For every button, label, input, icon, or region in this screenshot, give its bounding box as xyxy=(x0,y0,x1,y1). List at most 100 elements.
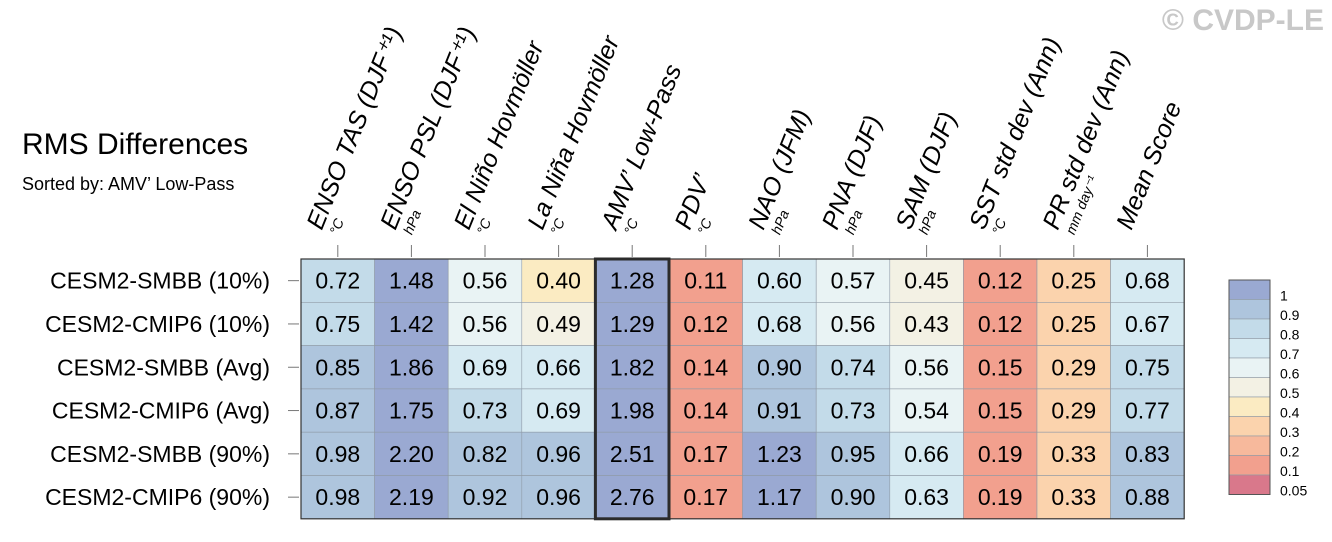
cell-value-label: 0.67 xyxy=(1125,311,1170,337)
cell-value-label: 0.12 xyxy=(978,311,1023,337)
cell-value-label: 0.45 xyxy=(904,268,949,294)
cell-value-label: 1.75 xyxy=(389,398,434,424)
cell-value-label: 0.60 xyxy=(757,268,802,294)
colorbar-segment xyxy=(1228,338,1271,359)
cell-value-label: 0.66 xyxy=(536,354,581,380)
cell-value-label: 0.19 xyxy=(978,441,1023,467)
heatmap-cell xyxy=(742,475,817,520)
cell-value-label: 0.29 xyxy=(1051,354,1096,380)
cell-value-label: 0.96 xyxy=(536,484,581,510)
cell-value-label: 1.17 xyxy=(757,484,802,510)
row-label: CESM2-CMIP6 (Avg) xyxy=(52,398,270,424)
cell-value-label: 1.86 xyxy=(389,354,434,380)
cell-value-label: 0.56 xyxy=(831,311,876,337)
cell-value-label: 0.66 xyxy=(904,441,949,467)
column-label: Mean Score xyxy=(1111,98,1187,233)
heatmap-cell xyxy=(300,431,375,476)
colorbar-segment xyxy=(1228,474,1271,495)
cell-value-label: 0.19 xyxy=(978,484,1023,510)
cell-value-label: 2.51 xyxy=(610,441,655,467)
heatmap-cell xyxy=(595,475,670,520)
heatmap-cell xyxy=(963,345,1038,390)
column-label-unit: °C xyxy=(694,215,715,236)
heatmap-cell xyxy=(1036,475,1111,520)
cell-value-label: 0.98 xyxy=(315,441,360,467)
cell-value-label: 0.17 xyxy=(683,441,728,467)
cell-value-label: 0.92 xyxy=(463,484,508,510)
cell-value-label: 0.40 xyxy=(536,268,581,294)
heatmap-cell xyxy=(1036,388,1111,433)
cell-value-label: 1.28 xyxy=(610,268,655,294)
cell-value-label: 0.88 xyxy=(1125,484,1170,510)
cell-value-label: 0.90 xyxy=(757,354,802,380)
cell-value-label: 0.57 xyxy=(831,268,876,294)
column-label-unit: °C xyxy=(473,215,494,236)
cell-value-label: 0.25 xyxy=(1051,311,1096,337)
column-label: SAM (DJF)hPa xyxy=(890,108,962,236)
colorbar-segment xyxy=(1228,299,1271,320)
cell-value-label: 2.19 xyxy=(389,484,434,510)
heatmap-cell xyxy=(595,388,670,433)
cell-value-label: 0.82 xyxy=(463,441,508,467)
heatmap-cell xyxy=(889,258,964,303)
cell-value-label: 0.12 xyxy=(978,268,1023,294)
heatmap-cell xyxy=(815,258,891,303)
chart-subtitle: Sorted by: AMV’ Low-Pass xyxy=(22,174,235,194)
heatmap-cell xyxy=(595,301,670,346)
heatmap-cell xyxy=(1036,258,1111,303)
heatmap-cell xyxy=(963,388,1038,433)
row-label: CESM2-SMBB (10%) xyxy=(50,268,270,294)
cell-value-label: 0.75 xyxy=(1125,354,1170,380)
cell-value-label: 0.91 xyxy=(757,398,802,424)
cell-value-label: 0.29 xyxy=(1051,398,1096,424)
cell-value-label: 0.73 xyxy=(831,398,876,424)
colorbar-tick-label: 0.3 xyxy=(1280,424,1300,440)
colorbar-border xyxy=(1228,279,1271,495)
cell-value-label: 0.12 xyxy=(683,311,728,337)
heatmap-cell xyxy=(889,388,964,433)
column-label: PDV’°C xyxy=(669,170,716,237)
heatmap-cell xyxy=(374,475,449,520)
colorbar-tick-label: 0.4 xyxy=(1280,405,1300,421)
colorbar-tick-label: 0.1 xyxy=(1280,463,1300,479)
heatmap-cell xyxy=(521,388,596,433)
heatmap-cell xyxy=(447,345,523,390)
heatmap-cell xyxy=(668,475,743,520)
row-label: CESM2-SMBB (90%) xyxy=(50,441,270,467)
cell-value-label: 0.68 xyxy=(757,311,802,337)
column-label-unit: °C xyxy=(547,215,568,236)
cell-value-label: 0.77 xyxy=(1125,398,1170,424)
heatmap-cell xyxy=(1110,345,1185,390)
heatmap-cell xyxy=(889,301,964,346)
heatmap-cell xyxy=(668,301,743,346)
cell-value-label: 0.98 xyxy=(315,484,360,510)
cell-value-label: 1.48 xyxy=(389,268,434,294)
heatmap-cell xyxy=(1110,258,1185,303)
cell-value-label: 0.15 xyxy=(978,354,1023,380)
watermark: © CVDP-LE xyxy=(1161,4,1324,37)
heatmap-cell xyxy=(1036,301,1111,346)
colorbar-tick-label: 0.6 xyxy=(1280,366,1300,382)
cell-value-label: 0.54 xyxy=(904,398,949,424)
cell-value-label: 2.76 xyxy=(610,484,655,510)
cell-value-label: 0.56 xyxy=(463,311,508,337)
cell-value-label: 0.95 xyxy=(831,441,876,467)
column-label-unit: °C xyxy=(326,215,347,236)
heatmap-cell xyxy=(521,431,596,476)
heatmap-cell xyxy=(300,475,375,520)
colorbar-tick-label: 0.2 xyxy=(1280,444,1300,460)
chart-title: RMS Differences xyxy=(22,128,249,161)
row-label: CESM2-SMBB (Avg) xyxy=(57,354,270,380)
heatmap-cell xyxy=(742,388,817,433)
cell-value-label: 0.33 xyxy=(1051,484,1096,510)
colorbar-segment xyxy=(1228,455,1271,476)
cell-value-label: 0.69 xyxy=(536,398,581,424)
heatmap-cell xyxy=(300,388,375,433)
row-label: CESM2-CMIP6 (90%) xyxy=(45,484,270,510)
cell-value-label: 0.25 xyxy=(1051,268,1096,294)
heatmap-cell xyxy=(963,431,1038,476)
colorbar-segment xyxy=(1228,435,1271,456)
cell-value-label: 0.68 xyxy=(1125,268,1170,294)
colorbar-tick-label: 0.9 xyxy=(1280,307,1300,323)
